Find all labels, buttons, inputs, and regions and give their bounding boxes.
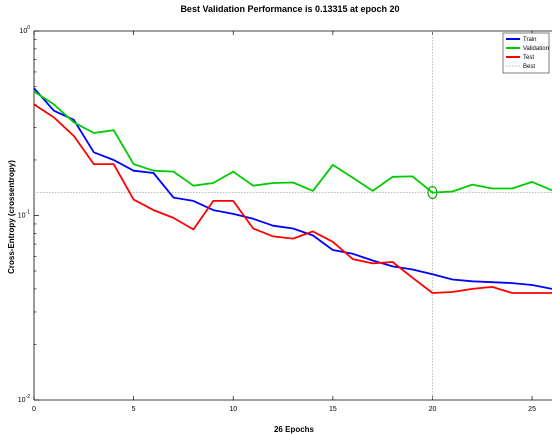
chart-title: Best Validation Performance is 0.13315 a… xyxy=(180,4,399,14)
x-tick-label: 0 xyxy=(32,406,36,413)
legend-label-validation: Validation xyxy=(523,46,549,52)
series-line-train xyxy=(33,87,552,290)
y-tick-label: 10-1 xyxy=(18,210,30,220)
x-tick-label: 10 xyxy=(229,406,237,413)
series-line-test xyxy=(33,103,552,294)
x-tick-label: 5 xyxy=(132,406,136,413)
x-tick-label: 20 xyxy=(429,406,437,413)
legend-label-train: Train xyxy=(523,37,536,43)
legend-label-test: Test xyxy=(523,55,534,61)
y-tick-label: 100 xyxy=(19,25,30,35)
legend: Train Validation Test Best xyxy=(502,32,550,74)
x-tick-label: 25 xyxy=(528,406,536,413)
x-tick-label: 15 xyxy=(329,406,337,413)
best-marker xyxy=(427,185,438,200)
series-line-validation xyxy=(33,90,552,194)
legend-label-best: Best xyxy=(523,64,535,70)
y-tick-label: 10-2 xyxy=(18,394,30,404)
x-axis-label: 26 Epochs xyxy=(274,425,315,434)
plot-area: 0 5 10 15 20 25 100 10-1 10-2 Train Validation Test… xyxy=(18,25,552,413)
y-axis-label: Cross-Entropy (crossentropy) xyxy=(7,160,16,274)
